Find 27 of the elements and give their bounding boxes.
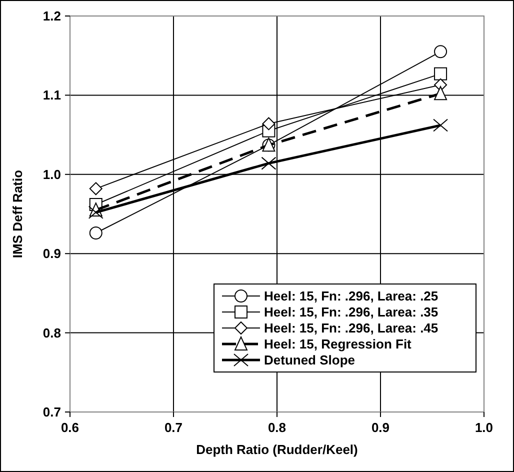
legend-label: Detuned Slope <box>264 352 356 368</box>
legend-label: Heel: 15, Fn: .296, Larea: .45 <box>264 320 438 336</box>
y-tick-label: 1.1 <box>42 88 61 103</box>
x-tick-label: 0.7 <box>164 420 183 435</box>
y-tick-label: 0.7 <box>42 404 61 420</box>
legend-label: Heel: 15, Regression Fit <box>264 336 412 352</box>
y-tick-label: 0.9 <box>42 246 61 262</box>
point <box>434 45 448 58</box>
point <box>434 86 448 100</box>
point <box>434 67 448 80</box>
x-tick-label: 0.9 <box>371 420 390 435</box>
point <box>261 156 276 170</box>
point <box>89 226 102 240</box>
y-tick-label: 1.0 <box>42 166 61 182</box>
point <box>89 182 102 196</box>
x-tick-label: 1.0 <box>474 420 494 435</box>
y-axis-title: IMS Deff Ratio <box>10 170 25 258</box>
x-tick-label: 0.8 <box>268 420 286 435</box>
legend-label: Heel: 15, Fn: .296, Larea: .25 <box>264 288 438 304</box>
point <box>433 118 448 132</box>
x-axis-title: Depth Ratio (Rudder/Keel) <box>196 442 358 457</box>
y-tick-label: 1.2 <box>42 8 61 24</box>
x-tick-label: 0.6 <box>60 420 80 435</box>
y-tick-label: 0.8 <box>42 325 61 340</box>
point <box>262 117 276 130</box>
point <box>88 206 104 219</box>
legend-label: Heel: 15, Fn: .296, Larea: .35 <box>264 304 438 320</box>
